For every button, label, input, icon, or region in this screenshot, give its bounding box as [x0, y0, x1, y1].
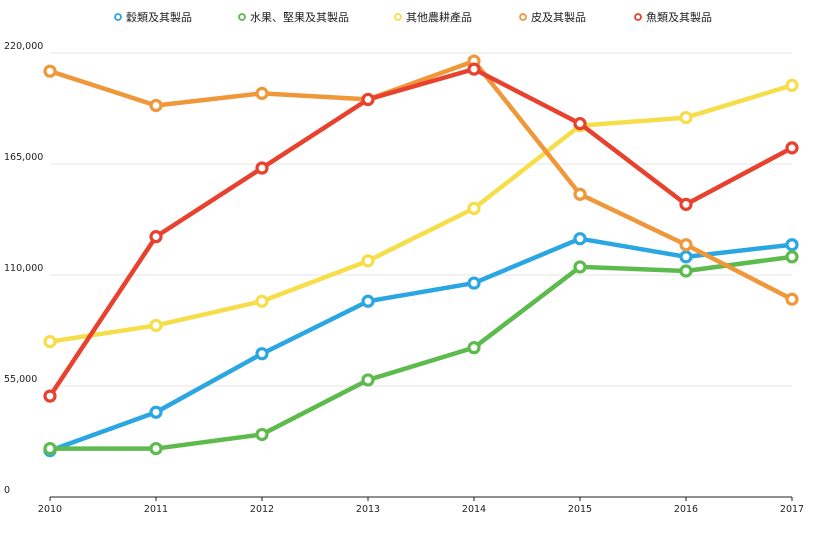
data-point — [361, 254, 375, 268]
legend-item: 其他農耕產品 — [394, 10, 472, 24]
series-line — [47, 254, 795, 451]
series-group — [43, 250, 799, 456]
series-group — [43, 62, 799, 403]
data-point — [467, 201, 481, 215]
x-tick-label: 2010 — [38, 504, 62, 515]
data-point — [43, 64, 57, 78]
series-line — [47, 66, 795, 399]
x-tick-label: 2011 — [144, 504, 168, 515]
legend-marker-icon — [519, 13, 527, 21]
legend-label: 皮及其製品 — [531, 10, 586, 24]
legend-label: 穀類及其製品 — [126, 10, 192, 24]
data-point — [255, 161, 269, 175]
x-tick-label: 2013 — [356, 504, 380, 515]
data-point — [679, 110, 693, 125]
series-line — [47, 236, 795, 453]
data-point — [573, 232, 587, 246]
y-tick-label: 55,000 — [4, 374, 37, 385]
legend-marker-icon — [394, 13, 402, 21]
legend-marker-icon — [634, 13, 642, 21]
x-tick-label: 2017 — [780, 504, 804, 515]
legend-marker-icon — [238, 13, 246, 21]
data-point — [679, 197, 693, 211]
data-point — [43, 335, 57, 349]
data-point — [573, 260, 587, 274]
series-line — [47, 58, 795, 302]
x-tick-label: 2015 — [568, 504, 592, 515]
data-point — [679, 238, 693, 252]
y-tick-label: 220,000 — [4, 41, 43, 52]
y-tick-label: 110,000 — [4, 263, 43, 274]
data-point — [43, 441, 57, 456]
data-point — [785, 78, 799, 92]
legend-label: 水果、堅果及其製品 — [250, 10, 349, 24]
data-point — [149, 318, 163, 333]
data-point — [149, 98, 163, 113]
series-group — [43, 232, 799, 458]
data-point — [467, 341, 481, 355]
chart-axes: 0 55,000 110,000 165,000 220,000 2010 2011 2012… — [4, 41, 804, 515]
legend-marker-icon — [114, 13, 122, 21]
data-point — [785, 292, 799, 306]
data-point — [679, 250, 693, 264]
data-point — [467, 62, 481, 76]
data-point — [255, 86, 269, 100]
legend-item: 穀類及其製品 — [114, 10, 192, 24]
series-group — [43, 78, 799, 349]
data-point — [785, 141, 799, 155]
data-point — [255, 427, 269, 442]
data-point — [361, 373, 375, 387]
data-point — [573, 117, 587, 131]
legend-item: 魚類及其製品 — [634, 10, 712, 24]
legend-item: 皮及其製品 — [519, 10, 586, 24]
x-tick-label: 2014 — [462, 504, 486, 515]
data-point — [785, 238, 799, 252]
data-point — [149, 405, 163, 419]
data-point — [255, 347, 269, 361]
data-point — [679, 264, 693, 278]
chart-gridlines — [50, 52, 792, 387]
data-point — [149, 230, 163, 244]
chart-series — [43, 54, 799, 458]
series-line — [47, 83, 795, 344]
chart-legend: 穀類及其製品 水果、堅果及其製品 其他農耕產品 皮及其製品 魚類及其製品 — [114, 10, 712, 24]
x-tick-label: 2016 — [674, 504, 698, 515]
y-tick-label: 0 — [4, 485, 10, 496]
legend-label: 其他農耕產品 — [406, 10, 472, 24]
y-tick-label: 165,000 — [4, 152, 43, 163]
data-point — [785, 250, 799, 264]
x-tick-label: 2012 — [250, 504, 274, 515]
data-point — [361, 92, 375, 107]
data-point — [255, 294, 269, 308]
data-point — [149, 441, 163, 456]
data-point — [361, 294, 375, 308]
legend-label: 魚類及其製品 — [646, 10, 712, 24]
data-point — [467, 276, 481, 290]
legend-item: 水果、堅果及其製品 — [238, 10, 349, 24]
data-point — [43, 389, 57, 403]
data-point — [573, 187, 587, 201]
